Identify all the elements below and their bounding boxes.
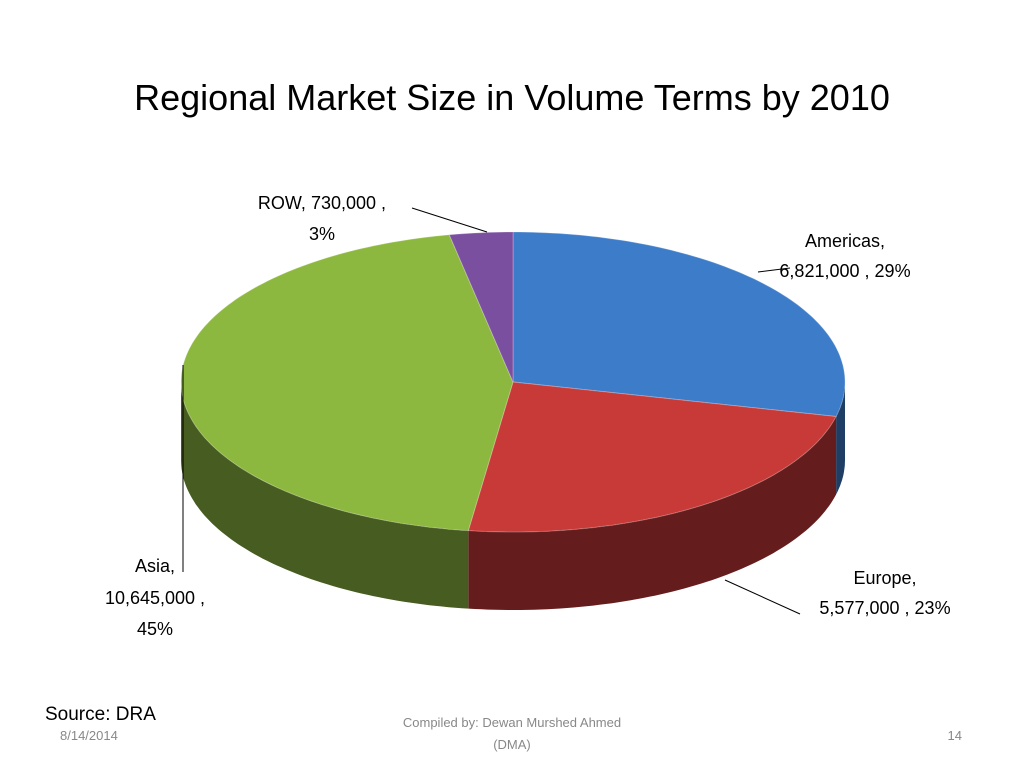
chart-title: Regional Market Size in Volume Terms by … bbox=[134, 77, 890, 118]
slice-side bbox=[468, 416, 837, 610]
label-part: 10,645,000 bbox=[105, 588, 195, 608]
leader-line bbox=[411, 207, 488, 233]
label-part: 5,577,000 bbox=[819, 598, 899, 618]
labels: Americas,6,821,000 , 29%Europe,5,577,000… bbox=[105, 193, 951, 639]
footer-compiled: (DMA) bbox=[493, 737, 531, 752]
data-label: 5,577,000 , 23% bbox=[819, 598, 950, 618]
separator: , bbox=[912, 568, 917, 588]
pie bbox=[180, 231, 846, 610]
label-part: 730,000 bbox=[311, 193, 376, 213]
slice bbox=[512, 231, 846, 418]
label-part: Europe bbox=[853, 568, 911, 588]
separator: , bbox=[865, 261, 870, 281]
data-label: 6,821,000 , 29% bbox=[779, 261, 910, 281]
footer-date: 8/14/2014 bbox=[60, 728, 118, 743]
slice bbox=[180, 234, 514, 532]
separator: , bbox=[301, 193, 306, 213]
data-label: 10,645,000 , bbox=[105, 588, 205, 608]
data-label: 45% bbox=[137, 619, 173, 639]
slice bbox=[448, 231, 514, 383]
separator: , bbox=[200, 588, 205, 608]
slice bbox=[467, 381, 837, 533]
separator: , bbox=[170, 556, 175, 576]
label-part: 23% bbox=[915, 598, 951, 618]
data-label: ROW, 730,000 , bbox=[258, 193, 386, 213]
footer-compiled: Compiled by: Dewan Murshed Ahmed bbox=[403, 715, 621, 730]
label-part: 6,821,000 bbox=[779, 261, 859, 281]
label-part: 45% bbox=[137, 619, 173, 639]
label-part: Americas bbox=[805, 231, 880, 251]
slice-side bbox=[181, 382, 469, 609]
data-label: Americas, bbox=[805, 231, 885, 251]
label-part: 29% bbox=[875, 261, 911, 281]
separator: , bbox=[905, 598, 910, 618]
leader-line bbox=[724, 579, 801, 615]
leader-line bbox=[757, 267, 791, 273]
source: Source: DRA bbox=[45, 704, 156, 725]
page-number: 14 bbox=[948, 728, 962, 743]
data-label: 3% bbox=[309, 224, 335, 244]
label-part: Asia bbox=[135, 556, 171, 576]
separator: , bbox=[880, 231, 885, 251]
data-label: Europe, bbox=[853, 568, 916, 588]
slice-side bbox=[836, 382, 845, 495]
label-part: ROW bbox=[258, 193, 302, 213]
label-part: 3% bbox=[309, 224, 335, 244]
separator: , bbox=[381, 193, 386, 213]
data-label: Asia, bbox=[135, 556, 175, 576]
